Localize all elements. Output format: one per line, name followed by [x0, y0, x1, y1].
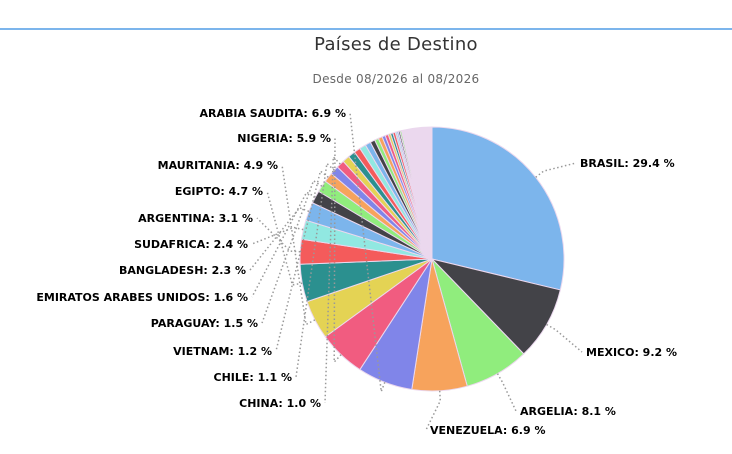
connector-emiratos-arabes-unidos: [251, 191, 316, 298]
data-label-argelia: ARGELIA: 8.1 %: [520, 405, 616, 418]
connector-egipto: [266, 190, 303, 286]
data-label-nigeria: NIGERIA: 5.9 %: [237, 132, 331, 145]
data-label-egipto: EGIPTO: 4.7 %: [175, 185, 263, 198]
data-label-brasil: BRASIL: 29.4 %: [580, 157, 675, 170]
data-label-venezuela: VENEZUELA: 6.9 %: [430, 424, 545, 437]
data-label-mauritania: MAURITANIA: 4.9 %: [158, 159, 278, 172]
data-label-mexico: MEXICO: 9.2 %: [586, 346, 677, 359]
data-label-emiratos-arabes-unidos: EMIRATOS ARABES UNIDOS: 1.6 %: [36, 291, 248, 304]
data-label-sudafrica: SUDAFRICA: 2.4 %: [134, 238, 248, 251]
connector-argentina: [256, 217, 301, 253]
data-label-chile: CHILE: 1.1 %: [214, 371, 292, 384]
top-accent-rule: [0, 28, 732, 30]
label-connectors: [249, 112, 583, 431]
data-label-argentina: ARGENTINA: 3.1 %: [138, 212, 253, 225]
data-label-bangladesh: BANGLADESH: 2.3 %: [119, 264, 246, 277]
data-label-paraguay: PARAGUAY: 1.5 %: [151, 317, 258, 330]
pie-slice-brasil[interactable]: [431, 126, 565, 291]
data-labels: BRASIL: 29.4 % MEXICO: 9.2 % ARGELIA: 8.1 …: [36, 107, 677, 437]
connector-mexico: [546, 323, 583, 353]
connector-brasil: [535, 162, 577, 178]
pie-slices: [299, 126, 565, 392]
chart-subtitle: Desde 08/2026 al 08/2026: [312, 72, 480, 86]
connector-arabia-saudita: [349, 112, 386, 392]
pie-slice-minor-33[interactable]: [400, 126, 433, 260]
chart-title: Países de Destino: [314, 34, 478, 55]
data-label-arabia-saudita: ARABIA SAUDITA: 6.9 %: [199, 107, 346, 120]
connector-argelia: [496, 373, 517, 412]
data-label-china: CHINA: 1.0 %: [239, 397, 321, 410]
data-label-vietnam: VIETNAM: 1.2 %: [173, 345, 272, 358]
